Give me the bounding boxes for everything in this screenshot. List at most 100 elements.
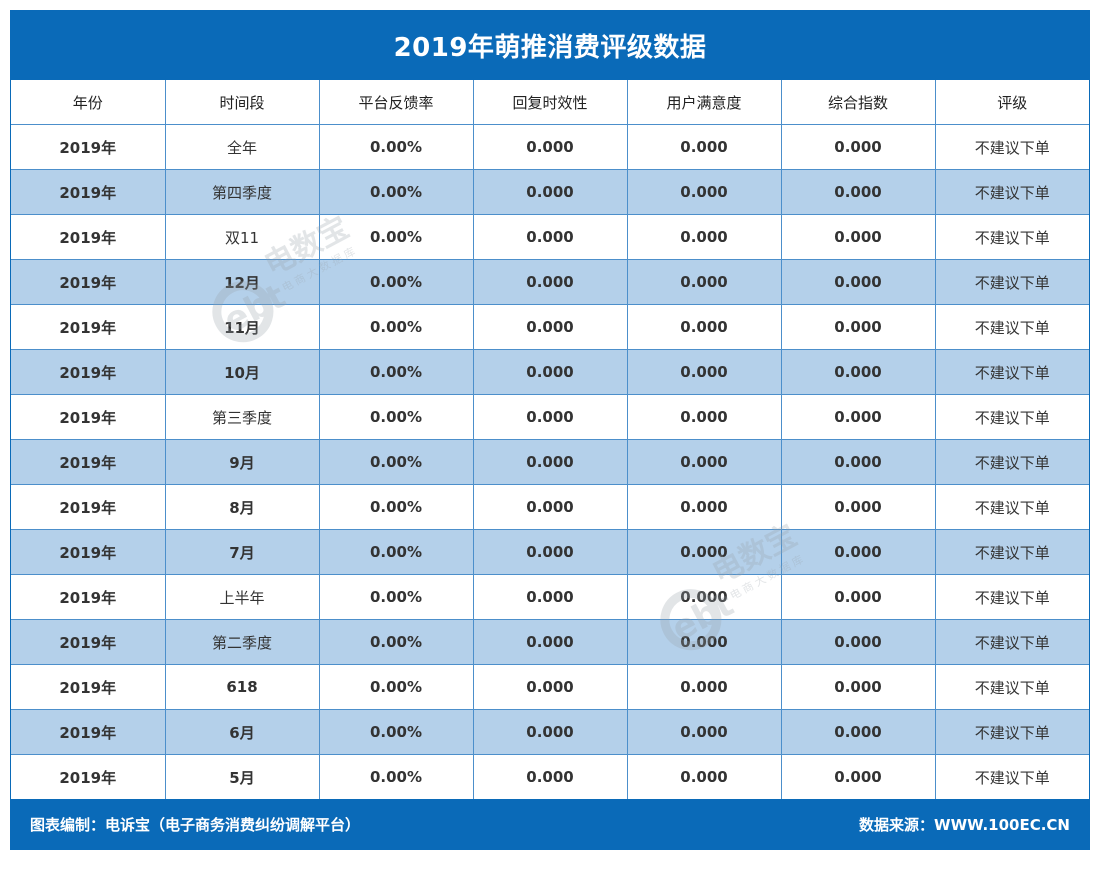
- cell-reply-timeliness: 0.000: [472, 124, 628, 170]
- cell-user-satisfaction: 0.000: [626, 349, 782, 395]
- cell-reply-timeliness: 0.000: [472, 304, 628, 350]
- col-header-reply-timeliness: 回复时效性: [472, 80, 628, 125]
- cell-feedback-rate: 0.00%: [318, 619, 474, 665]
- cell-reply-timeliness: 0.000: [472, 484, 628, 530]
- table-row: 2019年 9月 0.00% 0.000 0.000 0.000 不建议下单: [11, 439, 1089, 485]
- cell-rating: 不建议下单: [934, 709, 1089, 755]
- cell-user-satisfaction: 0.000: [626, 619, 782, 665]
- cell-period: 12月: [164, 259, 320, 305]
- cell-composite-index: 0.000: [780, 349, 936, 395]
- table-row: 2019年 618 0.00% 0.000 0.000 0.000 不建议下单: [11, 664, 1089, 710]
- cell-composite-index: 0.000: [780, 574, 936, 620]
- table-row: 2019年 8月 0.00% 0.000 0.000 0.000 不建议下单: [11, 484, 1089, 530]
- cell-feedback-rate: 0.00%: [318, 124, 474, 170]
- cell-feedback-rate: 0.00%: [318, 709, 474, 755]
- footer-source: 数据来源：WWW.100EC.CN: [859, 816, 1070, 834]
- table-row: 2019年 第二季度 0.00% 0.000 0.000 0.000 不建议下单: [11, 619, 1089, 665]
- cell-user-satisfaction: 0.000: [626, 169, 782, 215]
- table-row: 2019年 双11 0.00% 0.000 0.000 0.000 不建议下单: [11, 214, 1089, 260]
- cell-year: 2019年: [11, 574, 166, 620]
- table-row: 2019年 10月 0.00% 0.000 0.000 0.000 不建议下单: [11, 349, 1089, 395]
- cell-reply-timeliness: 0.000: [472, 529, 628, 575]
- table-row: 2019年 上半年 0.00% 0.000 0.000 0.000 不建议下单: [11, 574, 1089, 620]
- cell-user-satisfaction: 0.000: [626, 754, 782, 799]
- col-header-feedback-rate: 平台反馈率: [318, 80, 474, 125]
- cell-reply-timeliness: 0.000: [472, 709, 628, 755]
- table-row: 2019年 第三季度 0.00% 0.000 0.000 0.000 不建议下单: [11, 394, 1089, 440]
- cell-reply-timeliness: 0.000: [472, 619, 628, 665]
- cell-reply-timeliness: 0.000: [472, 214, 628, 260]
- cell-period: 第四季度: [164, 169, 320, 215]
- cell-period: 5月: [164, 754, 320, 799]
- report-frame: 2019年萌推消费评级数据 年份 时间段 平台反馈率 回复时效性 用户满意度: [10, 10, 1090, 850]
- cell-rating: 不建议下单: [934, 169, 1089, 215]
- col-header-composite-index: 综合指数: [780, 80, 936, 125]
- cell-period: 7月: [164, 529, 320, 575]
- cell-composite-index: 0.000: [780, 709, 936, 755]
- table-row: 2019年 7月 0.00% 0.000 0.000 0.000 不建议下单: [11, 529, 1089, 575]
- cell-composite-index: 0.000: [780, 619, 936, 665]
- cell-rating: 不建议下单: [934, 574, 1089, 620]
- table-row: 2019年 12月 0.00% 0.000 0.000 0.000 不建议下单: [11, 259, 1089, 305]
- cell-rating: 不建议下单: [934, 394, 1089, 440]
- cell-composite-index: 0.000: [780, 259, 936, 305]
- cell-rating: 不建议下单: [934, 754, 1089, 799]
- cell-feedback-rate: 0.00%: [318, 259, 474, 305]
- cell-feedback-rate: 0.00%: [318, 169, 474, 215]
- cell-feedback-rate: 0.00%: [318, 394, 474, 440]
- cell-user-satisfaction: 0.000: [626, 529, 782, 575]
- col-header-rating: 评级: [934, 80, 1089, 125]
- cell-year: 2019年: [11, 664, 166, 710]
- cell-year: 2019年: [11, 349, 166, 395]
- table-row: 2019年 全年 0.00% 0.000 0.000 0.000 不建议下单: [11, 124, 1089, 170]
- cell-period: 第二季度: [164, 619, 320, 665]
- cell-year: 2019年: [11, 484, 166, 530]
- cell-period: 全年: [164, 124, 320, 170]
- cell-composite-index: 0.000: [780, 529, 936, 575]
- cell-feedback-rate: 0.00%: [318, 754, 474, 799]
- cell-rating: 不建议下单: [934, 259, 1089, 305]
- cell-year: 2019年: [11, 709, 166, 755]
- table-row: 2019年 6月 0.00% 0.000 0.000 0.000 不建议下单: [11, 709, 1089, 755]
- cell-composite-index: 0.000: [780, 394, 936, 440]
- cell-rating: 不建议下单: [934, 529, 1089, 575]
- cell-feedback-rate: 0.00%: [318, 574, 474, 620]
- cell-user-satisfaction: 0.000: [626, 124, 782, 170]
- cell-user-satisfaction: 0.000: [626, 394, 782, 440]
- cell-reply-timeliness: 0.000: [472, 259, 628, 305]
- cell-reply-timeliness: 0.000: [472, 574, 628, 620]
- cell-composite-index: 0.000: [780, 664, 936, 710]
- cell-period: 11月: [164, 304, 320, 350]
- cell-rating: 不建议下单: [934, 214, 1089, 260]
- cell-period: 上半年: [164, 574, 320, 620]
- cell-rating: 不建议下单: [934, 664, 1089, 710]
- cell-user-satisfaction: 0.000: [626, 664, 782, 710]
- cell-period: 双11: [164, 214, 320, 260]
- header-row: 年份 时间段 平台反馈率 回复时效性 用户满意度 综合指数 评级: [11, 80, 1089, 125]
- cell-rating: 不建议下单: [934, 439, 1089, 485]
- table-row: 2019年 第四季度 0.00% 0.000 0.000 0.000 不建议下单: [11, 169, 1089, 215]
- cell-user-satisfaction: 0.000: [626, 484, 782, 530]
- cell-user-satisfaction: 0.000: [626, 304, 782, 350]
- table-row: 2019年 11月 0.00% 0.000 0.000 0.000 不建议下单: [11, 304, 1089, 350]
- cell-composite-index: 0.000: [780, 169, 936, 215]
- cell-period: 8月: [164, 484, 320, 530]
- cell-user-satisfaction: 0.000: [626, 574, 782, 620]
- cell-user-satisfaction: 0.000: [626, 259, 782, 305]
- cell-reply-timeliness: 0.000: [472, 394, 628, 440]
- cell-year: 2019年: [11, 259, 166, 305]
- cell-year: 2019年: [11, 619, 166, 665]
- footer-compiler: 图表编制：电诉宝（电子商务消费纠纷调解平台）: [30, 816, 361, 834]
- cell-rating: 不建议下单: [934, 304, 1089, 350]
- cell-rating: 不建议下单: [934, 484, 1089, 530]
- cell-year: 2019年: [11, 169, 166, 215]
- cell-reply-timeliness: 0.000: [472, 754, 628, 799]
- page-title: 2019年萌推消费评级数据: [393, 32, 707, 63]
- cell-feedback-rate: 0.00%: [318, 484, 474, 530]
- table-body: 2019年 全年 0.00% 0.000 0.000 0.000 不建议下单 2019年 第四季…: [11, 124, 1089, 799]
- cell-user-satisfaction: 0.000: [626, 439, 782, 485]
- cell-reply-timeliness: 0.000: [472, 664, 628, 710]
- cell-period: 第三季度: [164, 394, 320, 440]
- footer-bar: 图表编制：电诉宝（电子商务消费纠纷调解平台） 数据来源：WWW.100EC.CN: [10, 799, 1090, 850]
- cell-feedback-rate: 0.00%: [318, 439, 474, 485]
